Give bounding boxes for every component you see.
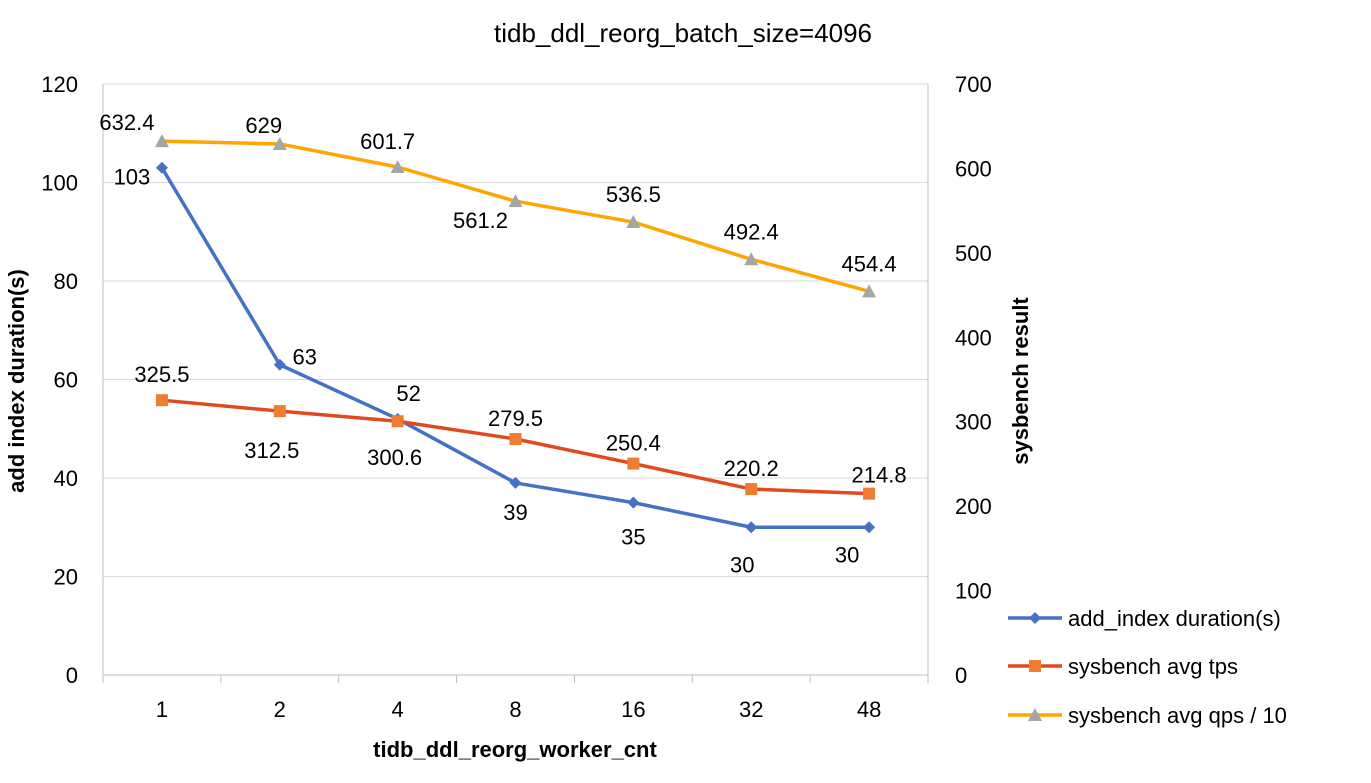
data-point xyxy=(155,394,168,407)
data-label: 30 xyxy=(835,542,859,567)
data-label: 561.2 xyxy=(453,208,508,233)
data-label: 632.4 xyxy=(99,110,154,135)
data-point xyxy=(154,134,169,148)
data-point xyxy=(509,476,522,489)
data-label: 63 xyxy=(293,345,317,370)
data-label: 220.2 xyxy=(724,456,779,481)
legend-marker xyxy=(1028,708,1042,721)
x-tick-label: 1 xyxy=(156,697,168,722)
axes: 0 20 40 60 80 100 120 0 100 200 300 400 500 600 700 1 2 4… xyxy=(41,72,991,722)
legend-entry: sysbench avg tps xyxy=(1068,654,1238,679)
x-tick-label: 48 xyxy=(857,697,881,722)
data-point xyxy=(863,487,876,500)
y-tick-label: 60 xyxy=(54,368,78,393)
x-tick-label: 4 xyxy=(392,697,404,722)
data-label: 454.4 xyxy=(842,251,897,276)
legend-entry: sysbench avg qps / 10 xyxy=(1068,703,1287,728)
y-tick-label: 100 xyxy=(41,171,78,196)
y2-tick-label: 100 xyxy=(955,579,992,604)
data-point xyxy=(508,194,523,208)
data-label: 312.5 xyxy=(244,438,299,463)
data-point xyxy=(390,159,405,173)
legend-entry: add_index duration(s) xyxy=(1068,606,1281,631)
data-point xyxy=(627,496,640,509)
y2-tick-label: 700 xyxy=(955,72,992,97)
data-label: 52 xyxy=(396,381,420,406)
gridlines xyxy=(103,83,928,577)
y-tick-label: 80 xyxy=(54,269,78,294)
data-labels: 103 63 52 39 35 30 30 325.5 312.5 300.6 279.5 250.4… xyxy=(99,110,906,577)
y2-tick-label: 500 xyxy=(955,241,992,266)
y2-tick-label: 600 xyxy=(955,156,992,181)
data-label: 250.4 xyxy=(606,431,661,456)
y2-tick-label: 300 xyxy=(955,410,992,435)
chart-title: tidb_ddl_reorg_batch_size=4096 xyxy=(494,18,872,48)
y2-tick-label: 400 xyxy=(955,325,992,350)
x-axis-title: tidb_ddl_reorg_worker_cnt xyxy=(373,737,657,762)
y2-axis-title: sysbench result xyxy=(1008,297,1033,465)
data-point xyxy=(745,483,758,496)
y2-tick-label: 200 xyxy=(955,494,992,519)
y-tick-label: 0 xyxy=(66,663,78,688)
data-label: 103 xyxy=(114,165,151,190)
y-tick-label: 120 xyxy=(41,72,78,97)
x-tick-label: 2 xyxy=(274,697,286,722)
data-label: 601.7 xyxy=(360,129,415,154)
y-axis-title: add index duration(s) xyxy=(4,269,29,493)
y-tick-label: 40 xyxy=(54,466,78,491)
data-point xyxy=(626,215,641,229)
legend: add_index duration(s) sysbench avg tps sys… xyxy=(1008,606,1287,728)
data-label: 629 xyxy=(245,113,282,138)
legend-marker xyxy=(1029,612,1041,624)
data-label: 492.4 xyxy=(724,219,779,244)
data-label: 35 xyxy=(621,525,645,550)
series-layer xyxy=(154,134,877,534)
data-point xyxy=(509,433,522,446)
data-point xyxy=(744,252,759,266)
data-point xyxy=(273,358,286,371)
x-tick-label: 8 xyxy=(509,697,521,722)
series-line-3 xyxy=(161,139,870,294)
y-tick-label: 20 xyxy=(54,565,78,590)
data-label: 279.5 xyxy=(488,406,543,431)
data-point xyxy=(862,284,877,298)
data-point xyxy=(391,415,404,428)
x-tick-label: 16 xyxy=(621,697,645,722)
data-point xyxy=(863,521,876,534)
y2-tick-label: 0 xyxy=(955,663,967,688)
data-point xyxy=(272,136,287,150)
data-label: 325.5 xyxy=(134,362,189,387)
data-label: 536.5 xyxy=(606,182,661,207)
data-label: 214.8 xyxy=(852,463,907,488)
data-label: 39 xyxy=(503,500,527,525)
data-point xyxy=(155,161,168,174)
data-point xyxy=(627,457,640,470)
data-point xyxy=(745,521,758,534)
data-label: 300.6 xyxy=(367,445,422,470)
data-point xyxy=(273,405,286,418)
data-label: 30 xyxy=(730,552,754,577)
legend-marker xyxy=(1029,660,1041,672)
x-tick-label: 32 xyxy=(739,697,763,722)
